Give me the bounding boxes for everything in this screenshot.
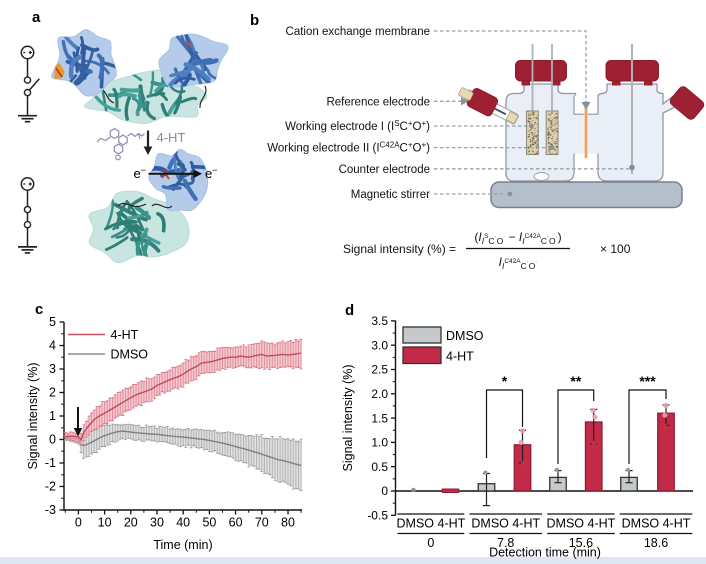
svg-text:-1: -1 (45, 456, 56, 470)
svg-text:Cation exchange membrane: Cation exchange membrane (286, 26, 430, 38)
svg-text:DMSO 4-HT: DMSO 4-HT (547, 517, 616, 531)
svg-text:0: 0 (427, 536, 434, 550)
svg-text:Working electrode II (IC42AC+O: Working electrode II (IC42AC+O+) (267, 141, 430, 155)
svg-text:Time (min): Time (min) (153, 538, 212, 552)
svg-text:18.6: 18.6 (644, 536, 668, 550)
svg-text:-2: -2 (45, 480, 56, 494)
svg-text:DMSO 4-HT: DMSO 4-HT (397, 517, 466, 531)
svg-text:7.8: 7.8 (497, 536, 514, 550)
svg-text:Signal intensity (%) =: Signal intensity (%) = (343, 242, 456, 256)
svg-text:*: * (502, 373, 508, 389)
svg-text:c: c (35, 301, 43, 318)
svg-text:Counter electrode: Counter electrode (339, 164, 430, 176)
svg-text:Magnetic stirrer: Magnetic stirrer (351, 189, 430, 201)
svg-text:0: 0 (49, 433, 56, 447)
svg-text:Reference electrode: Reference electrode (326, 96, 430, 108)
svg-text:-0.5: -0.5 (367, 509, 388, 523)
svg-text:DMSO 4-HT: DMSO 4-HT (471, 517, 540, 531)
svg-text:IIC42AC˙O˙: IIC42AC˙O˙ (499, 255, 538, 271)
svg-text:DMSO: DMSO (111, 348, 149, 362)
svg-text:3: 3 (49, 362, 56, 376)
svg-text:2.0: 2.0 (371, 387, 388, 401)
svg-text:a: a (32, 9, 41, 26)
svg-text:4-HT: 4-HT (157, 130, 186, 145)
svg-text:1.5: 1.5 (371, 411, 388, 425)
svg-text:60: 60 (229, 516, 243, 530)
svg-text:50: 50 (202, 516, 216, 530)
svg-text:80: 80 (281, 516, 295, 530)
svg-text:DMSO 4-HT: DMSO 4-HT (622, 517, 691, 531)
svg-text:10: 10 (98, 516, 112, 530)
svg-text:3.0: 3.0 (371, 338, 388, 352)
svg-text:4-HT: 4-HT (111, 328, 139, 342)
svg-text:**: ** (570, 373, 581, 389)
svg-text:3.5: 3.5 (371, 314, 388, 328)
svg-text:0: 0 (381, 484, 388, 498)
svg-text:Detection time (min): Detection time (min) (489, 546, 601, 560)
svg-text:DMSO: DMSO (446, 329, 484, 343)
svg-text:30: 30 (150, 516, 164, 530)
svg-text:5: 5 (49, 315, 56, 329)
svg-text:Working electrode I (ISC+O+): Working electrode I (ISC+O+) (285, 119, 430, 133)
svg-text:0: 0 (75, 516, 82, 530)
svg-text:20: 20 (124, 516, 138, 530)
svg-text:15.6: 15.6 (569, 536, 593, 550)
svg-text:***: *** (639, 373, 656, 389)
svg-text:70: 70 (255, 516, 269, 530)
svg-text:2: 2 (49, 386, 56, 400)
svg-text:Signal intensity (%): Signal intensity (%) (341, 365, 355, 472)
svg-text:40: 40 (176, 516, 190, 530)
svg-text:1: 1 (49, 409, 56, 423)
svg-text:2.5: 2.5 (371, 363, 388, 377)
svg-text:b: b (250, 12, 259, 29)
svg-text:× 100: × 100 (600, 242, 631, 256)
svg-text:-3: -3 (45, 503, 56, 517)
svg-text:4: 4 (49, 339, 56, 353)
svg-text:d: d (345, 302, 354, 319)
svg-text:4-HT: 4-HT (446, 350, 474, 364)
svg-text:Signal intensity (%): Signal intensity (%) (26, 363, 40, 470)
svg-text:1.0: 1.0 (371, 436, 388, 450)
svg-text:0.5: 0.5 (371, 460, 388, 474)
